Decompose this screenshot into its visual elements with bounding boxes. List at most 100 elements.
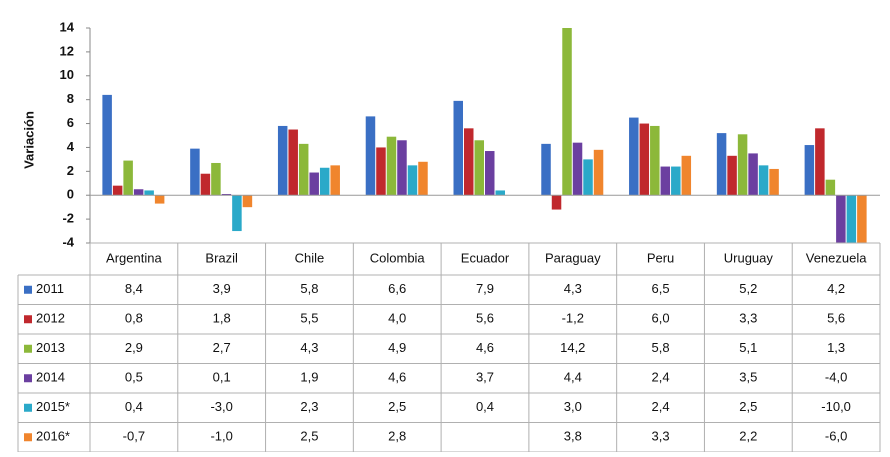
table-value: 3,8 <box>564 429 582 444</box>
table-value: 3,0 <box>564 399 582 414</box>
table-value: 2,8 <box>388 429 406 444</box>
bar <box>133 189 144 196</box>
table-value: 2,7 <box>213 340 231 355</box>
bar <box>221 194 232 196</box>
bar <box>815 128 825 196</box>
table-value: 5,6 <box>476 311 494 326</box>
table-value: 4,0 <box>388 311 406 326</box>
table-value: 2,5 <box>300 429 318 444</box>
table-value: 6,5 <box>652 281 670 296</box>
table-value: 4,2 <box>827 281 845 296</box>
bar <box>650 125 660 196</box>
bar <box>485 151 495 196</box>
table-value: 1,3 <box>827 340 845 355</box>
table-value: 8,4 <box>125 281 143 296</box>
bar <box>495 190 505 196</box>
bar <box>102 94 112 196</box>
bar <box>474 140 484 196</box>
table-value: 4,6 <box>388 370 406 385</box>
table-value: 5,1 <box>739 340 757 355</box>
table-value: 0,4 <box>476 399 494 414</box>
y-tick-label: 2 <box>67 163 74 178</box>
y-tick-label: -2 <box>62 211 74 226</box>
bar <box>836 195 846 243</box>
bar <box>846 195 857 243</box>
legend-label: 2014 <box>36 370 65 385</box>
bar <box>464 128 474 196</box>
bar <box>671 166 681 196</box>
bar <box>629 117 639 196</box>
table-value: 2,5 <box>388 399 406 414</box>
bar <box>154 195 165 204</box>
bar <box>386 136 397 196</box>
x-tick-label: Paraguay <box>545 250 601 265</box>
bar <box>769 168 779 196</box>
bar <box>144 190 154 196</box>
table-value: 2,9 <box>125 340 143 355</box>
table-value: -1,2 <box>562 311 584 326</box>
y-tick-label: 12 <box>60 43 74 58</box>
bar <box>232 195 242 232</box>
table-value: 3,3 <box>652 429 670 444</box>
bar <box>112 185 123 196</box>
bar <box>748 153 758 196</box>
y-axis-title: Variación <box>21 111 36 169</box>
y-tick-label: 4 <box>67 139 75 154</box>
table-value: 4,4 <box>564 370 582 385</box>
x-tick-label: Brazil <box>205 250 238 265</box>
legend-swatch <box>24 433 32 442</box>
table-value: 2,4 <box>652 370 670 385</box>
bar <box>681 155 692 196</box>
table-value: 2,3 <box>300 399 318 414</box>
bar <box>583 159 593 196</box>
bar <box>758 165 769 196</box>
table-value: 0,5 <box>125 370 143 385</box>
bar <box>737 134 748 196</box>
table-value: -6,0 <box>825 429 847 444</box>
plot-area <box>102 28 867 243</box>
bar <box>639 123 650 196</box>
table-value: -1,0 <box>210 429 232 444</box>
bar <box>660 166 671 196</box>
bar <box>211 162 221 196</box>
legend-label: 2012 <box>36 311 65 326</box>
table-value: 0,8 <box>125 311 143 326</box>
table-value: -10,0 <box>821 399 851 414</box>
table-value: -0,7 <box>123 429 145 444</box>
y-tick-label: 14 <box>60 19 75 34</box>
legend-swatch <box>24 285 32 294</box>
bar <box>200 173 211 196</box>
bar <box>298 143 309 196</box>
y-tick-label: 10 <box>60 67 74 82</box>
bar <box>825 179 836 196</box>
table-value: 5,8 <box>652 340 670 355</box>
bar <box>123 160 133 196</box>
x-tick-label: Uruguay <box>724 250 774 265</box>
table-value: 5,6 <box>827 311 845 326</box>
table-value: 3,5 <box>739 370 757 385</box>
bar <box>418 161 428 196</box>
bar <box>242 195 253 208</box>
x-tick-label: Venezuela <box>806 250 867 265</box>
table-value: 14,2 <box>560 340 585 355</box>
x-tick-label: Peru <box>647 250 674 265</box>
table-value: 6,6 <box>388 281 406 296</box>
table-value: 5,5 <box>300 311 318 326</box>
table-value: -4,0 <box>825 370 847 385</box>
table-value: 6,0 <box>652 311 670 326</box>
table-value: 3,9 <box>213 281 231 296</box>
bar <box>407 165 418 196</box>
bar <box>319 167 330 196</box>
bar <box>288 129 298 196</box>
bar <box>572 142 583 196</box>
x-tick-label: Ecuador <box>461 250 510 265</box>
table-value: 2,5 <box>739 399 757 414</box>
y-tick-label: 6 <box>67 115 74 130</box>
legend-swatch <box>24 374 32 383</box>
table-value: 4,9 <box>388 340 406 355</box>
table-value: 0,1 <box>213 370 231 385</box>
legend-label: 2011 <box>36 281 64 296</box>
table-value: 4,3 <box>564 281 582 296</box>
